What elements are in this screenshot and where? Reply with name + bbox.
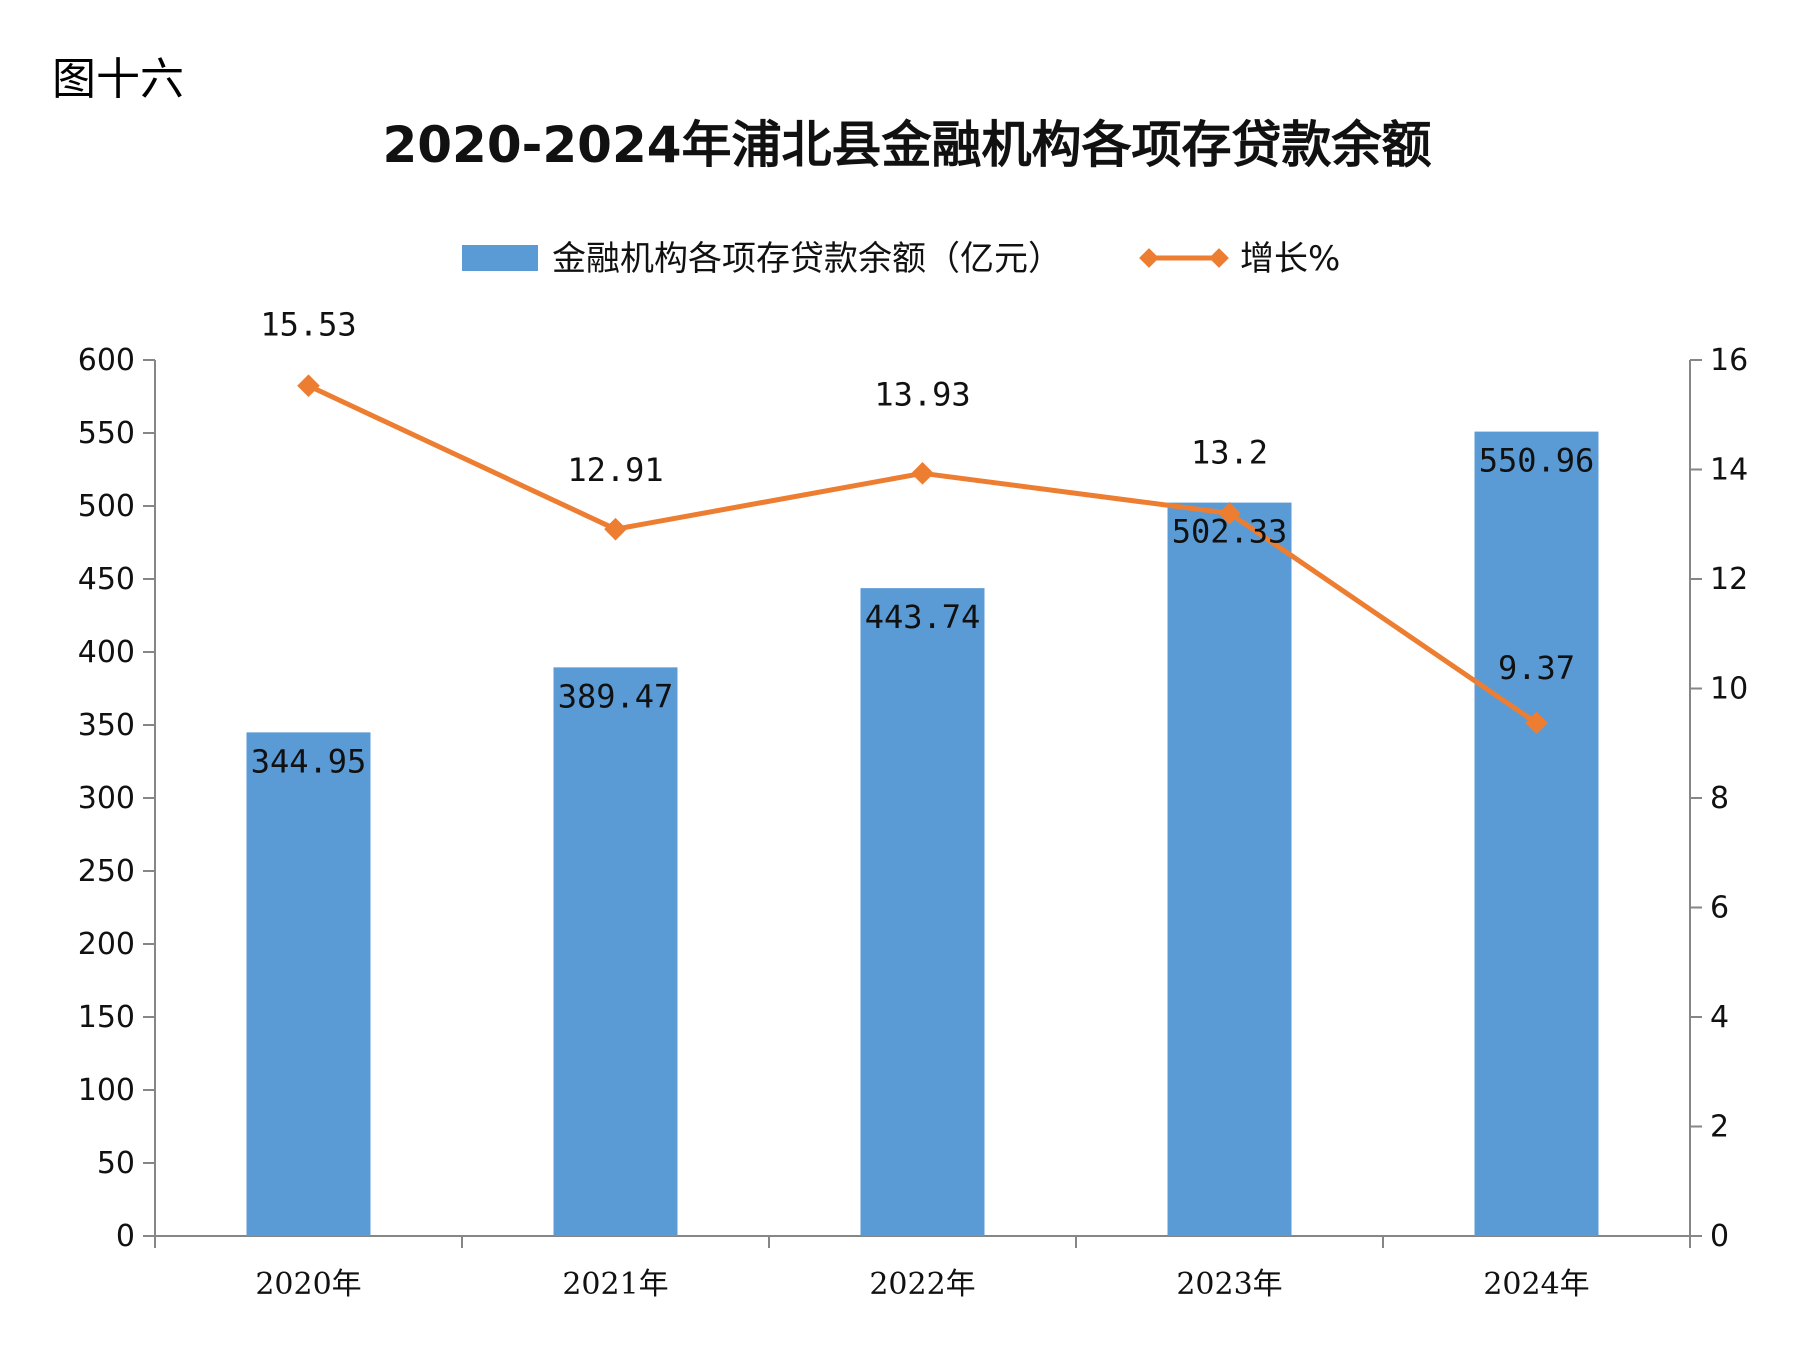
growth-point (297, 374, 320, 398)
bar-value-label: 502.33 (1172, 513, 1288, 551)
bar-value-label: 389.47 (558, 677, 674, 715)
y-left-tick-label: 100 (78, 1073, 135, 1108)
y-right-tick-label: 10 (1710, 672, 1748, 707)
y-left-tick-label: 400 (78, 635, 135, 670)
y-left-tick-label: 600 (78, 343, 135, 378)
x-category-label: 2022年 (869, 1267, 975, 1302)
bar (860, 588, 985, 1236)
x-category-label: 2024年 (1483, 1267, 1589, 1302)
bar-series (246, 431, 1599, 1236)
growth-point (604, 517, 627, 541)
legend-marker-start (1139, 248, 1159, 268)
legend: 金融机构各项存贷款余额（亿元） 增长% (462, 239, 1340, 279)
bar (553, 667, 678, 1236)
bar-value-label: 344.95 (251, 742, 367, 780)
x-category-label: 2020年 (255, 1267, 361, 1302)
y-left-tick-label: 350 (78, 708, 135, 743)
growth-point (911, 462, 934, 485)
y-right-tick-label: 8 (1710, 781, 1729, 816)
y-right-tick-label: 12 (1710, 562, 1748, 597)
figure-label: 图十六 (52, 54, 184, 105)
y-left-tick-label: 0 (116, 1219, 135, 1254)
y-right-tick-label: 6 (1710, 891, 1729, 926)
data-labels: 344.95 389.47 443.74 502.33 550.96 15.53 12.91… (251, 306, 1595, 781)
y-right-tick-label: 0 (1710, 1219, 1729, 1254)
axes: 0 50 100 150 200 250 300 350 400 450 500 550 600 0 2 4 6… (78, 343, 1748, 1302)
x-category-label: 2023年 (1176, 1267, 1282, 1302)
legend-label-line: 增长% (1240, 239, 1340, 279)
y-left-tick-label: 200 (78, 927, 135, 962)
growth-value-label: 15.53 (260, 306, 356, 344)
legend-marker-end (1209, 248, 1229, 268)
legend-swatch-bar (462, 245, 538, 271)
y-left-tick-label: 550 (78, 416, 135, 451)
chart-title: 2020-2024年浦北县金融机构各项存贷款余额 (382, 116, 1431, 174)
y-left-tick-label: 150 (78, 1000, 135, 1035)
bar (1167, 502, 1292, 1236)
legend-label-bar: 金融机构各项存贷款余额（亿元） (552, 239, 1062, 279)
growth-value-label: 12.91 (567, 451, 663, 489)
bar-value-label: 550.96 (1479, 442, 1595, 480)
y-left-tick-label: 500 (78, 489, 135, 524)
growth-value-label: 13.93 (874, 375, 970, 413)
y-right-tick-label: 4 (1710, 1000, 1729, 1035)
y-left-tick-label: 250 (78, 854, 135, 889)
line-series (297, 374, 1548, 735)
y-right-tick-label: 2 (1710, 1110, 1729, 1145)
bar-value-label: 443.74 (865, 598, 981, 636)
y-right-tick-label: 16 (1710, 343, 1748, 378)
bar (246, 732, 371, 1236)
y-left-tick-label: 450 (78, 562, 135, 597)
growth-point (1525, 711, 1548, 735)
x-category-label: 2021年 (562, 1267, 668, 1302)
y-right-tick-label: 14 (1710, 453, 1748, 488)
growth-point (1218, 501, 1241, 525)
y-left-tick-label: 300 (78, 781, 135, 816)
y-left-tick-label: 50 (97, 1146, 135, 1181)
growth-value-label: 9.37 (1498, 649, 1575, 687)
bar (1474, 431, 1599, 1236)
growth-value-label: 13.2 (1191, 433, 1268, 471)
